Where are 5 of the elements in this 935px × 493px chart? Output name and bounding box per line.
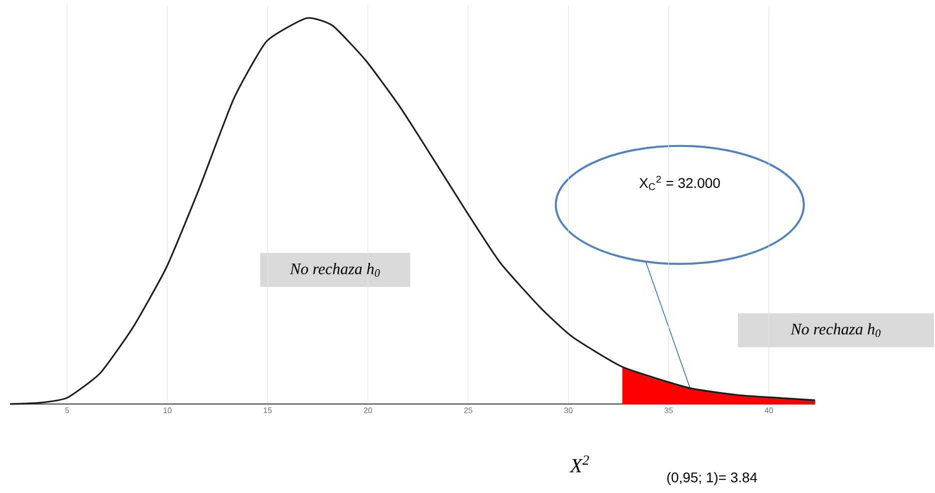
text: X$^{2}$ [569, 455, 589, 472]
annotation: No rechaza h$_{0}$ [290, 263, 380, 277]
annotation: No rechaza h$_{0}$ [790, 323, 881, 338]
annotation: X$_{C}$$^{2}$ = 32.000 [639, 176, 720, 190]
text: (0,95; 1)= 3.84 [667, 472, 758, 486]
